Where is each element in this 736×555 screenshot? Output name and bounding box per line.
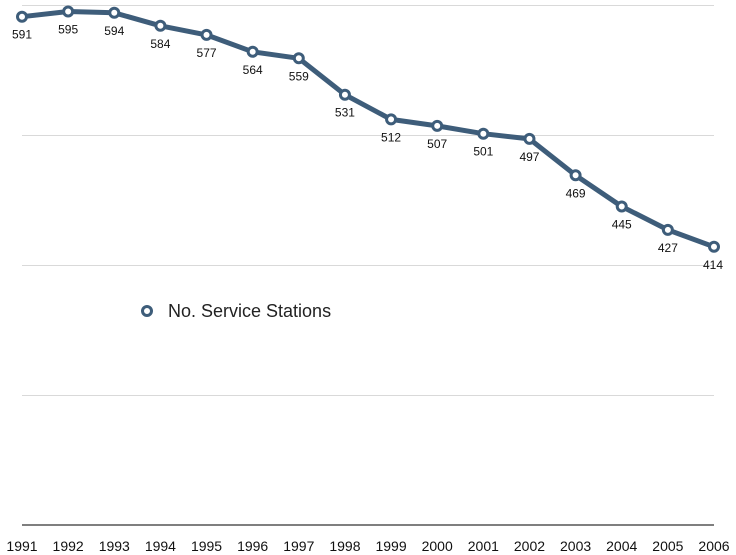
data-label-1995: 577: [197, 46, 217, 60]
x-tick-1999: 1999: [375, 538, 406, 554]
x-tick-1995: 1995: [191, 538, 222, 554]
x-tick-2002: 2002: [514, 538, 545, 554]
data-label-2003: 469: [566, 186, 586, 200]
x-tick-1991: 1991: [6, 538, 37, 554]
data-point-2002: [523, 132, 536, 145]
legend-label: No. Service Stations: [168, 301, 331, 321]
data-label-2004: 445: [612, 218, 632, 232]
x-tick-1997: 1997: [283, 538, 314, 554]
series-line: [19, 9, 717, 250]
data-point-1992: [62, 5, 75, 18]
data-label-2000: 507: [427, 137, 447, 151]
data-point-1998: [338, 88, 351, 101]
x-tick-2003: 2003: [560, 538, 591, 554]
x-tick-1992: 1992: [53, 538, 84, 554]
gridlines: [22, 5, 714, 526]
legend: No. Service Stations: [141, 301, 331, 321]
data-point-2000: [431, 119, 444, 132]
data-point-1995: [200, 28, 213, 41]
data-point-1997: [292, 52, 305, 65]
data-label-2002: 497: [519, 150, 539, 164]
data-label-1994: 584: [150, 37, 170, 51]
x-tick-1993: 1993: [99, 538, 130, 554]
data-label-1999: 512: [381, 130, 401, 144]
data-labels: 591 595 594 584 577 564 559 531 512 507 501 497 469 4…: [12, 23, 723, 272]
data-label-2006: 414: [703, 258, 723, 272]
data-label-1993: 594: [104, 24, 124, 38]
x-tick-2005: 2005: [652, 538, 683, 554]
data-point-1999: [385, 113, 398, 126]
x-tick-1998: 1998: [329, 538, 360, 554]
data-label-2005: 427: [658, 241, 678, 255]
data-point-1994: [154, 19, 167, 32]
x-tick-2000: 2000: [422, 538, 453, 554]
x-tick-1996: 1996: [237, 538, 268, 554]
series-no-service-stations: [16, 5, 720, 253]
data-point-2005: [661, 223, 674, 236]
data-label-2001: 501: [473, 145, 493, 159]
data-label-1998: 531: [335, 106, 355, 120]
data-point-2003: [569, 169, 582, 182]
legend-marker: [141, 305, 153, 317]
x-tick-2004: 2004: [606, 538, 637, 554]
data-label-1992: 595: [58, 23, 78, 37]
x-tick-1994: 1994: [145, 538, 176, 554]
data-label-1991: 591: [12, 28, 32, 42]
x-tick-2006: 2006: [698, 538, 729, 554]
data-point-1993: [108, 6, 121, 19]
data-point-1991: [16, 10, 28, 23]
x-tick-2001: 2001: [468, 538, 499, 554]
data-label-1996: 564: [243, 63, 263, 77]
data-label-1997: 559: [289, 69, 309, 83]
data-point-2001: [477, 127, 490, 140]
data-point-1996: [246, 45, 259, 58]
data-point-2006: [708, 240, 720, 253]
data-point-2004: [615, 200, 628, 213]
x-axis-tick-labels: 1991 1992 1993 1994 1995 1996 1997 1998 1999 2000…: [6, 538, 729, 554]
